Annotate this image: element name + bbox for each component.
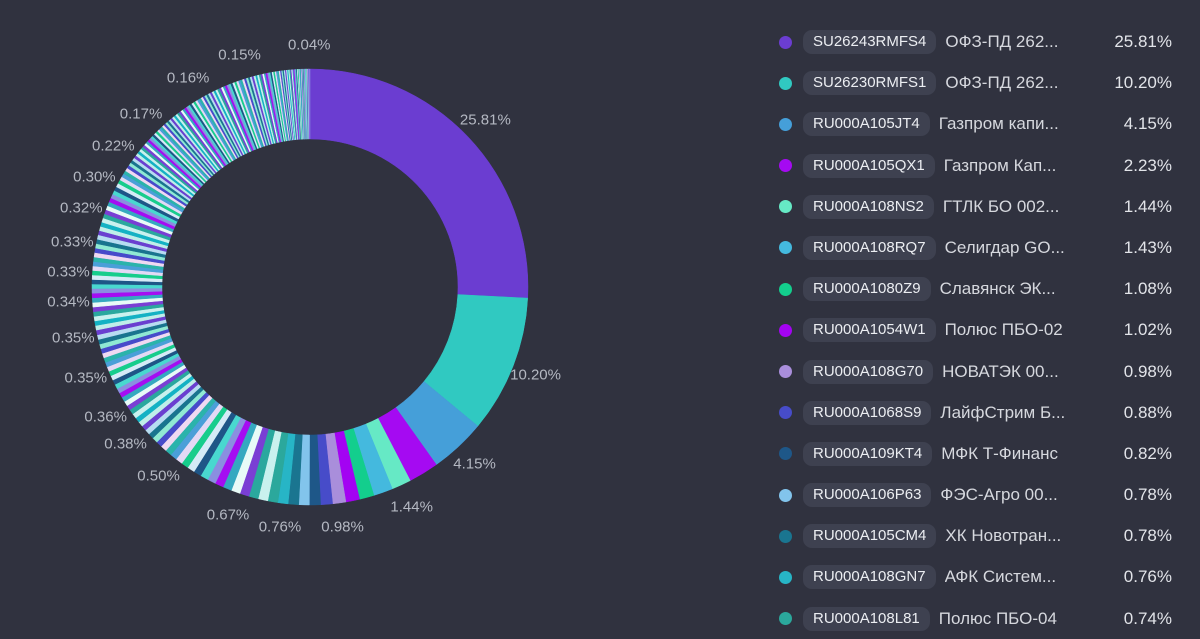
legend-item[interactable]: RU000A105QX1 Газпром Кап... 2.23% xyxy=(779,152,1172,180)
legend-color-dot xyxy=(779,529,792,543)
legend-color-dot xyxy=(779,200,792,214)
legend-color-dot xyxy=(779,612,792,626)
legend-item[interactable]: RU000A108G70 НОВАТЭК 00... 0.98% xyxy=(779,358,1172,386)
instrument-percent: 0.74% xyxy=(1123,608,1172,628)
legend-item[interactable]: RU000A1080Z9 Славянск ЭК... 1.08% xyxy=(779,275,1172,303)
legend-color-dot xyxy=(779,365,792,378)
legend-color-dot xyxy=(779,447,792,461)
ticker-badge[interactable]: RU000A105QX1 xyxy=(803,153,935,178)
legend-item[interactable]: RU000A108GN7 АФК Систем... 0.76% xyxy=(779,563,1172,591)
instrument-name: Газпром Кап... xyxy=(943,155,1057,175)
legend-color-dot xyxy=(779,406,792,420)
instrument-percent: 0.76% xyxy=(1123,567,1172,587)
instrument-percent: 4.15% xyxy=(1123,114,1172,134)
instrument-percent: 0.78% xyxy=(1123,485,1172,505)
instrument-percent: 1.43% xyxy=(1123,237,1172,257)
instrument-name: ГТЛК БО 002... xyxy=(942,196,1060,216)
instrument-name: Газпром капи... xyxy=(938,114,1059,134)
ticker-badge[interactable]: RU000A1068S9 xyxy=(803,400,932,425)
legend-item[interactable]: RU000A105CM4 ХК Новотран... 0.78% xyxy=(779,522,1172,550)
ticker-badge[interactable]: RU000A108L81 xyxy=(803,606,930,631)
instrument-name: НОВАТЭК 00... xyxy=(942,361,1059,381)
ticker-badge[interactable]: RU000A108NS2 xyxy=(803,194,934,219)
legend-color-dot xyxy=(779,241,792,255)
instrument-percent: 1.08% xyxy=(1123,279,1172,299)
instrument-percent: 1.44% xyxy=(1123,196,1172,216)
ticker-badge[interactable]: RU000A106P63 xyxy=(803,483,932,508)
instrument-name: Полюс ПБО-04 xyxy=(938,608,1057,628)
instrument-name: Селигдар GO... xyxy=(944,237,1065,257)
legend-color-dot xyxy=(779,282,792,296)
legend-color-dot xyxy=(779,117,792,131)
ticker-badge[interactable]: RU000A108GN7 xyxy=(803,565,936,590)
instrument-percent: 0.78% xyxy=(1123,526,1172,546)
legend-item[interactable]: SU26243RMFS4 ОФЗ-ПД 262... 25.81% xyxy=(779,28,1172,56)
legend-item[interactable]: RU000A108RQ7 Селигдар GO... 1.43% xyxy=(779,234,1172,262)
ticker-badge[interactable]: RU000A109KT4 xyxy=(803,441,933,466)
ticker-badge[interactable]: SU26243RMFS4 xyxy=(803,30,937,54)
ticker-badge[interactable]: RU000A108RQ7 xyxy=(803,235,936,260)
legend-color-dot xyxy=(779,76,792,90)
legend-color-dot xyxy=(779,159,792,173)
ticker-badge[interactable]: RU000A105CM4 xyxy=(803,524,937,549)
legend-item[interactable]: RU000A106P63 ФЭС-Агро 00... 0.78% xyxy=(779,481,1172,509)
instrument-name: ЛайфСтрим Б... xyxy=(940,402,1066,422)
instrument-name: АФК Систем... xyxy=(944,567,1057,587)
ticker-badge[interactable]: RU000A105JT4 xyxy=(803,112,930,137)
instrument-percent: 2.23% xyxy=(1123,155,1172,175)
ticker-badge[interactable]: RU000A1054W1 xyxy=(803,318,936,343)
instrument-name: ОФЗ-ПД 262... xyxy=(945,32,1059,51)
legend-color-dot xyxy=(779,570,792,584)
legend-item[interactable]: RU000A1068S9 ЛайфСтрим Б... 0.88% xyxy=(779,399,1172,427)
legend-color-dot xyxy=(779,323,792,337)
legend-item[interactable]: RU000A105JT4 Газпром капи... 4.15% xyxy=(779,110,1172,138)
instrument-name: ФЭС-Агро 00... xyxy=(940,485,1058,505)
ticker-badge[interactable]: SU26230RMFS1 xyxy=(803,71,937,96)
donut-chart xyxy=(91,68,529,506)
instrument-name: ОФЗ-ПД 262... xyxy=(945,73,1059,93)
donut-slice[interactable] xyxy=(309,68,311,140)
instrument-percent: 10.20% xyxy=(1114,73,1172,93)
legend-color-dot xyxy=(779,35,792,49)
legend-item[interactable]: SU26230RMFS1 ОФЗ-ПД 262... 10.20% xyxy=(779,69,1172,97)
instrument-name: Славянск ЭК... xyxy=(939,279,1056,299)
instrument-name: МФК Т-Финанс xyxy=(941,443,1058,463)
instrument-percent: 0.98% xyxy=(1123,361,1172,381)
legend-item[interactable]: RU000A108NS2 ГТЛК БО 002... 1.44% xyxy=(779,193,1172,221)
donut-chart-area: 25.81% 10.20% 4.15% 1.44% 0.98% 0.76% 0.67% 0.5… xyxy=(47,37,561,536)
ticker-badge[interactable]: RU000A108G70 xyxy=(803,359,934,384)
legend-color-dot xyxy=(779,488,792,502)
ticker-badge[interactable]: RU000A1080Z9 xyxy=(803,277,931,302)
donut-slice[interactable] xyxy=(309,68,529,299)
legend-item[interactable]: RU000A1054W1 Полюс ПБО-02 1.02% xyxy=(779,316,1172,344)
legend: SU26243RMFS4 ОФЗ-ПД 262... 25.81% SU2623… xyxy=(779,28,1172,633)
legend-item[interactable]: RU000A108L81 Полюс ПБО-04 0.74% xyxy=(779,605,1172,633)
instrument-percent: 25.81% xyxy=(1114,32,1172,51)
instrument-percent: 1.02% xyxy=(1123,320,1172,340)
legend-item[interactable]: RU000A109KT4 МФК Т-Финанс 0.82% xyxy=(779,440,1172,468)
instrument-percent: 0.88% xyxy=(1123,402,1172,422)
instrument-name: ХК Новотран... xyxy=(945,526,1062,546)
instrument-percent: 0.82% xyxy=(1123,443,1172,463)
instrument-name: Полюс ПБО-02 xyxy=(944,320,1063,340)
